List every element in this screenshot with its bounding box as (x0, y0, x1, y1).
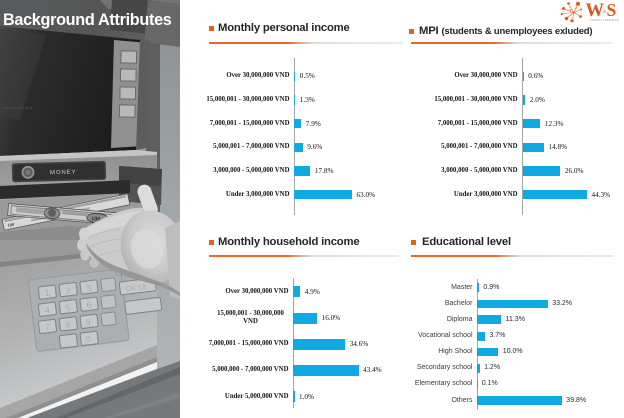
svg-text:2: 2 (65, 285, 71, 296)
svg-text:6: 6 (86, 300, 92, 311)
svg-text:7: 7 (44, 322, 50, 333)
svg-text:W: W (586, 1, 605, 21)
svg-text:MONEY: MONEY (50, 170, 77, 177)
svg-text:market research: market research (590, 18, 620, 22)
svg-text:5: 5 (65, 302, 71, 313)
svg-text:0: 0 (85, 334, 91, 345)
svg-text:&: & (603, 10, 607, 15)
svg-text:1: 1 (44, 288, 50, 299)
svg-text:OK 12: OK 12 (126, 284, 147, 293)
svg-text:8: 8 (65, 319, 71, 330)
svg-text:9: 9 (85, 317, 91, 328)
svg-text:100: 100 (7, 221, 15, 227)
svg-text:3: 3 (86, 283, 92, 294)
svg-text:100: 100 (91, 216, 100, 223)
svg-text:S: S (607, 0, 617, 20)
svg-text:4: 4 (44, 305, 50, 316)
svg-text:your receipt and: your receipt and (3, 105, 32, 110)
